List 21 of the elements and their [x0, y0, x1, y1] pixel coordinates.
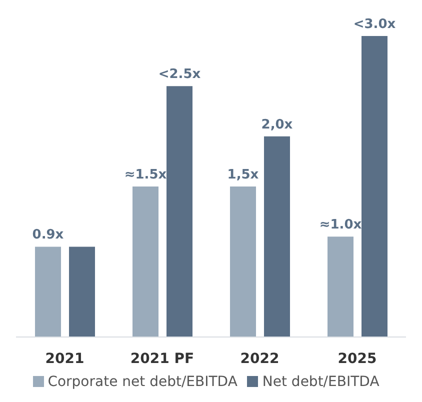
legend-label: Net debt/EBITDA	[262, 374, 380, 390]
data-label: <2.5x	[158, 67, 202, 82]
data-label: 1,5x	[227, 168, 260, 182]
bar	[328, 236, 354, 337]
bar	[264, 136, 290, 337]
bar	[166, 86, 192, 337]
bar	[362, 36, 388, 337]
x-tick-label: 2021	[45, 350, 84, 367]
x-tick-label: 2021 PF	[130, 350, 194, 367]
bar	[69, 246, 95, 337]
bar	[132, 186, 158, 337]
bar	[230, 186, 256, 337]
data-label: <3.0x	[353, 17, 396, 32]
bar	[35, 246, 61, 337]
data-label: ≈1.0x	[319, 218, 362, 233]
x-tick-label: 2022	[240, 350, 280, 367]
legend-label: Corporate net debt/EBITDA	[48, 374, 238, 390]
x-tick-label: 2025	[338, 350, 377, 367]
data-label: 0.9x	[32, 228, 64, 243]
data-label: ≈1.5x	[124, 168, 168, 182]
data-label: 2,0x	[261, 117, 294, 132]
